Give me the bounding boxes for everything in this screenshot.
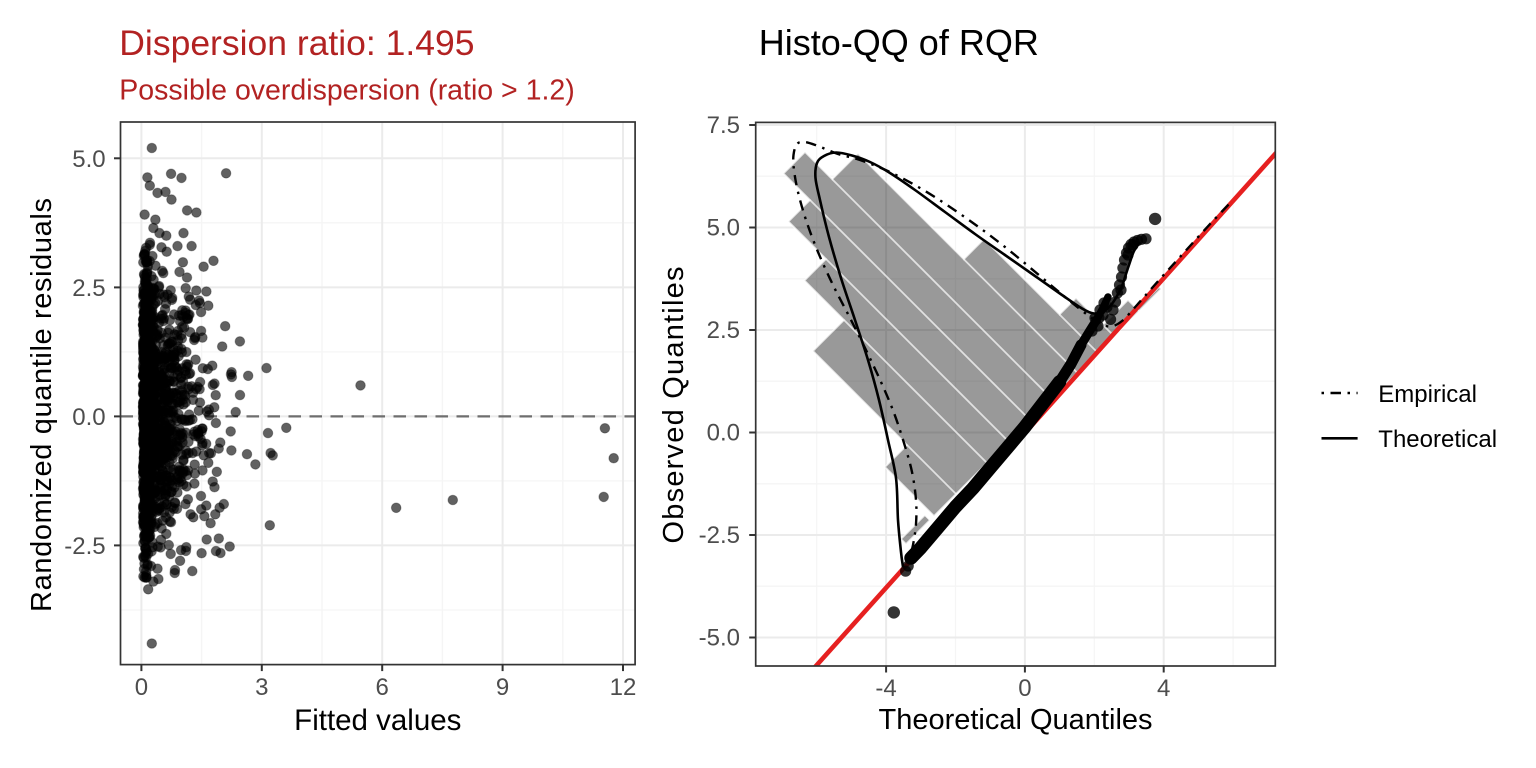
svg-text:5.0: 5.0 [707,215,740,242]
svg-text:Histo-QQ of RQR: Histo-QQ of RQR [759,22,1039,63]
svg-text:6: 6 [376,674,389,701]
svg-text:-4: -4 [875,675,896,702]
svg-text:Randomized quantile residuals: Randomized quantile residuals [26,198,58,612]
svg-text:12: 12 [610,674,637,701]
svg-text:Possible overdispersion (ratio: Possible overdispersion (ratio > 1.2) [119,74,574,106]
svg-text:3: 3 [255,674,268,701]
svg-text:0.0: 0.0 [707,420,740,447]
svg-text:-5.0: -5.0 [699,625,740,652]
svg-text:-2.5: -2.5 [699,522,740,549]
svg-text:Dispersion ratio: 1.495: Dispersion ratio: 1.495 [119,23,474,63]
svg-text:Fitted values: Fitted values [294,704,461,737]
svg-text:7.5: 7.5 [707,112,740,139]
svg-text:4: 4 [1157,675,1170,702]
svg-text:2.5: 2.5 [72,275,105,302]
svg-text:-2.5: -2.5 [64,533,105,560]
svg-text:Observed Quantiles: Observed Quantiles [658,267,690,544]
svg-text:2.5: 2.5 [707,317,740,344]
svg-text:0: 0 [135,674,148,701]
svg-text:0: 0 [1018,675,1031,702]
svg-text:9: 9 [496,674,509,701]
svg-text:Theoretical Quantiles: Theoretical Quantiles [878,704,1152,736]
svg-text:Empirical: Empirical [1378,381,1477,408]
svg-text:0.0: 0.0 [72,404,105,431]
svg-text:5.0: 5.0 [72,146,105,173]
svg-text:Theoretical: Theoretical [1378,426,1497,453]
